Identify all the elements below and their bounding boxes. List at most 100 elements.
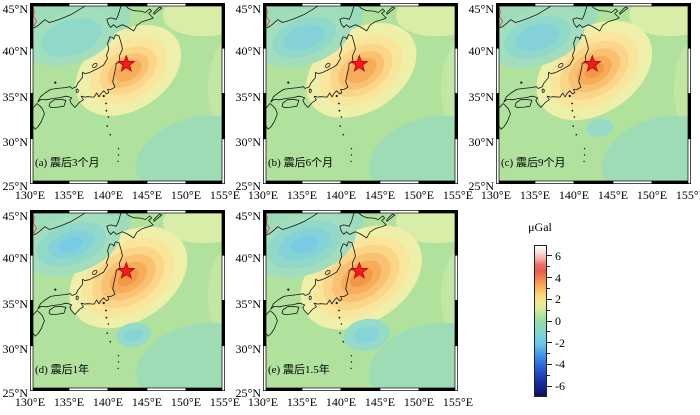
map-panel-c: (c) 震后9个月 (496, 3, 691, 184)
map-frame (30, 210, 225, 391)
colorbar-minor-tick (547, 266, 550, 268)
panel-cell-b: 45°N 40°N 35°N 30°N 25°N 130°E 135°E 140°E 145°E… (233, 0, 473, 207)
map-panel-a: (a) 震后3个月 (30, 3, 225, 184)
panel-label: (e) 震后1.5年 (268, 362, 330, 376)
x-tick-label: 145°E (131, 395, 163, 409)
x-tick-label: 150°E (170, 395, 202, 409)
y-tick-label: 35°N (235, 296, 261, 311)
cold-anomaly-spot (115, 322, 152, 348)
y-tick-label: 45°N (2, 2, 28, 16)
country-border-line (30, 3, 38, 28)
colorbar-tick-label: 6 (555, 248, 561, 263)
panel-cell-a: 45°N 40°N 35°N 30°N 25°N 130°E 135°E 140°E 145°E… (0, 0, 240, 207)
y-tick-label: 35°N (468, 89, 494, 104)
x-tick-label: 130°E (14, 188, 46, 202)
x-tick-label: 150°E (403, 188, 435, 202)
colorbar-major-tick (547, 298, 552, 300)
x-tick-label: 150°E (636, 188, 668, 202)
cold-anomaly-spot (586, 118, 614, 138)
colorbar-tick-label: -2 (555, 335, 565, 350)
gravity-contours-positive (69, 226, 188, 329)
x-tick-label: 145°E (364, 188, 396, 202)
map-panel-d: (d) 震后1年 (30, 210, 225, 391)
x-tick-label: 145°E (364, 395, 396, 409)
y-tick-label: 40°N (235, 251, 261, 266)
panel-label: (d) 震后1年 (35, 362, 89, 376)
map-content: (e) 震后1.5年 (263, 210, 458, 391)
x-tick-label: 130°E (247, 188, 279, 202)
x-tick-label: 130°E (480, 188, 512, 202)
y-tick-label: 30°N (235, 134, 261, 149)
coastline (496, 3, 639, 130)
gravity-contours-positive (306, 22, 417, 118)
x-tick-label: 155°E (442, 395, 474, 409)
colorbar-minor-tick (547, 374, 550, 376)
gravity-contours-negative (263, 211, 356, 278)
colorbar-gradient (534, 245, 547, 397)
colorbar-tick-label: 4 (555, 270, 561, 285)
y-tick-label: 25°N (235, 386, 261, 400)
y-tick-label: 30°N (2, 341, 28, 356)
epicenter-star-icon (117, 54, 136, 72)
panel-label: (a) 震后3个月 (35, 156, 99, 169)
colorbar-title: μGal (528, 220, 552, 234)
colorbar-major-tick (547, 363, 552, 365)
colorbar-tick-label: -6 (555, 379, 565, 394)
y-tick-label: 25°N (235, 179, 261, 193)
x-tick-label: 150°E (170, 188, 202, 202)
y-tick-label: 35°N (2, 89, 28, 104)
y-tick-label: 30°N (2, 134, 28, 149)
x-tick-label: 130°E (247, 395, 279, 409)
y-tick-label: 40°N (2, 44, 28, 59)
y-tick-label: 35°N (2, 296, 28, 311)
colorbar-tick-label: 0 (555, 314, 561, 328)
panel-cell-d: 45°N 40°N 35°N 30°N 25°N 130°E 135°E 140°E 145°E… (0, 207, 240, 414)
epicenter-star-icon (117, 261, 136, 279)
x-tick-label: 130°E (14, 395, 46, 409)
y-tick-label: 40°N (468, 44, 494, 59)
map-panel-b: (b) 震后6个月 (263, 3, 458, 184)
x-tick-label: 135°E (286, 188, 318, 202)
colorbar: μGal 6 4 2 0 -2 -4 -6 (466, 207, 700, 415)
country-border-line (263, 3, 271, 28)
y-tick-label: 35°N (235, 89, 261, 104)
country-border-line (263, 210, 271, 235)
colorbar-minor-tick (547, 353, 550, 355)
map-content: (c) 震后9个月 (496, 3, 691, 184)
colorbar-tick-label: -4 (555, 357, 565, 372)
x-tick-label: 140°E (325, 188, 357, 202)
x-tick-label: 150°E (403, 395, 435, 409)
y-tick-label: 40°N (235, 44, 261, 59)
x-tick-label: 155°E (442, 188, 474, 202)
gravity-contours-negative (263, 7, 351, 68)
x-tick-label: 140°E (92, 188, 124, 202)
country-border-line (496, 3, 504, 28)
gravity-contours-negative (30, 212, 121, 277)
epicenter-star-icon (583, 54, 602, 72)
colorbar-major-tick (547, 385, 552, 387)
country-border-line (30, 210, 38, 235)
x-tick-label: 155°E (209, 188, 241, 202)
x-tick-label: 145°E (131, 188, 163, 202)
colorbar-minor-tick (547, 331, 550, 333)
x-tick-label: 145°E (597, 188, 629, 202)
map-frame (496, 3, 691, 184)
colorbar-major-tick (547, 342, 552, 344)
colorbar-major-tick (547, 320, 552, 322)
y-tick-label: 30°N (235, 341, 261, 356)
y-tick-label: 25°N (468, 179, 494, 193)
map-content: (b) 震后6个月 (263, 3, 458, 184)
y-tick-label: 45°N (468, 2, 494, 16)
gravity-contours-negative (30, 8, 116, 67)
y-tick-label: 45°N (2, 209, 28, 223)
x-tick-label: 135°E (53, 395, 85, 409)
panel-label: (b) 震后6个月 (268, 156, 333, 169)
colorbar-major-tick (547, 277, 552, 279)
x-tick-label: 140°E (325, 395, 357, 409)
x-tick-label: 140°E (558, 188, 590, 202)
map-content: (a) 震后3个月 (30, 3, 225, 184)
map-frame (30, 3, 225, 184)
y-tick-label: 30°N (468, 134, 494, 149)
panel-cell-e: 45°N 40°N 35°N 30°N 25°N 130°E 135°E 140°E 145°E… (233, 207, 473, 414)
